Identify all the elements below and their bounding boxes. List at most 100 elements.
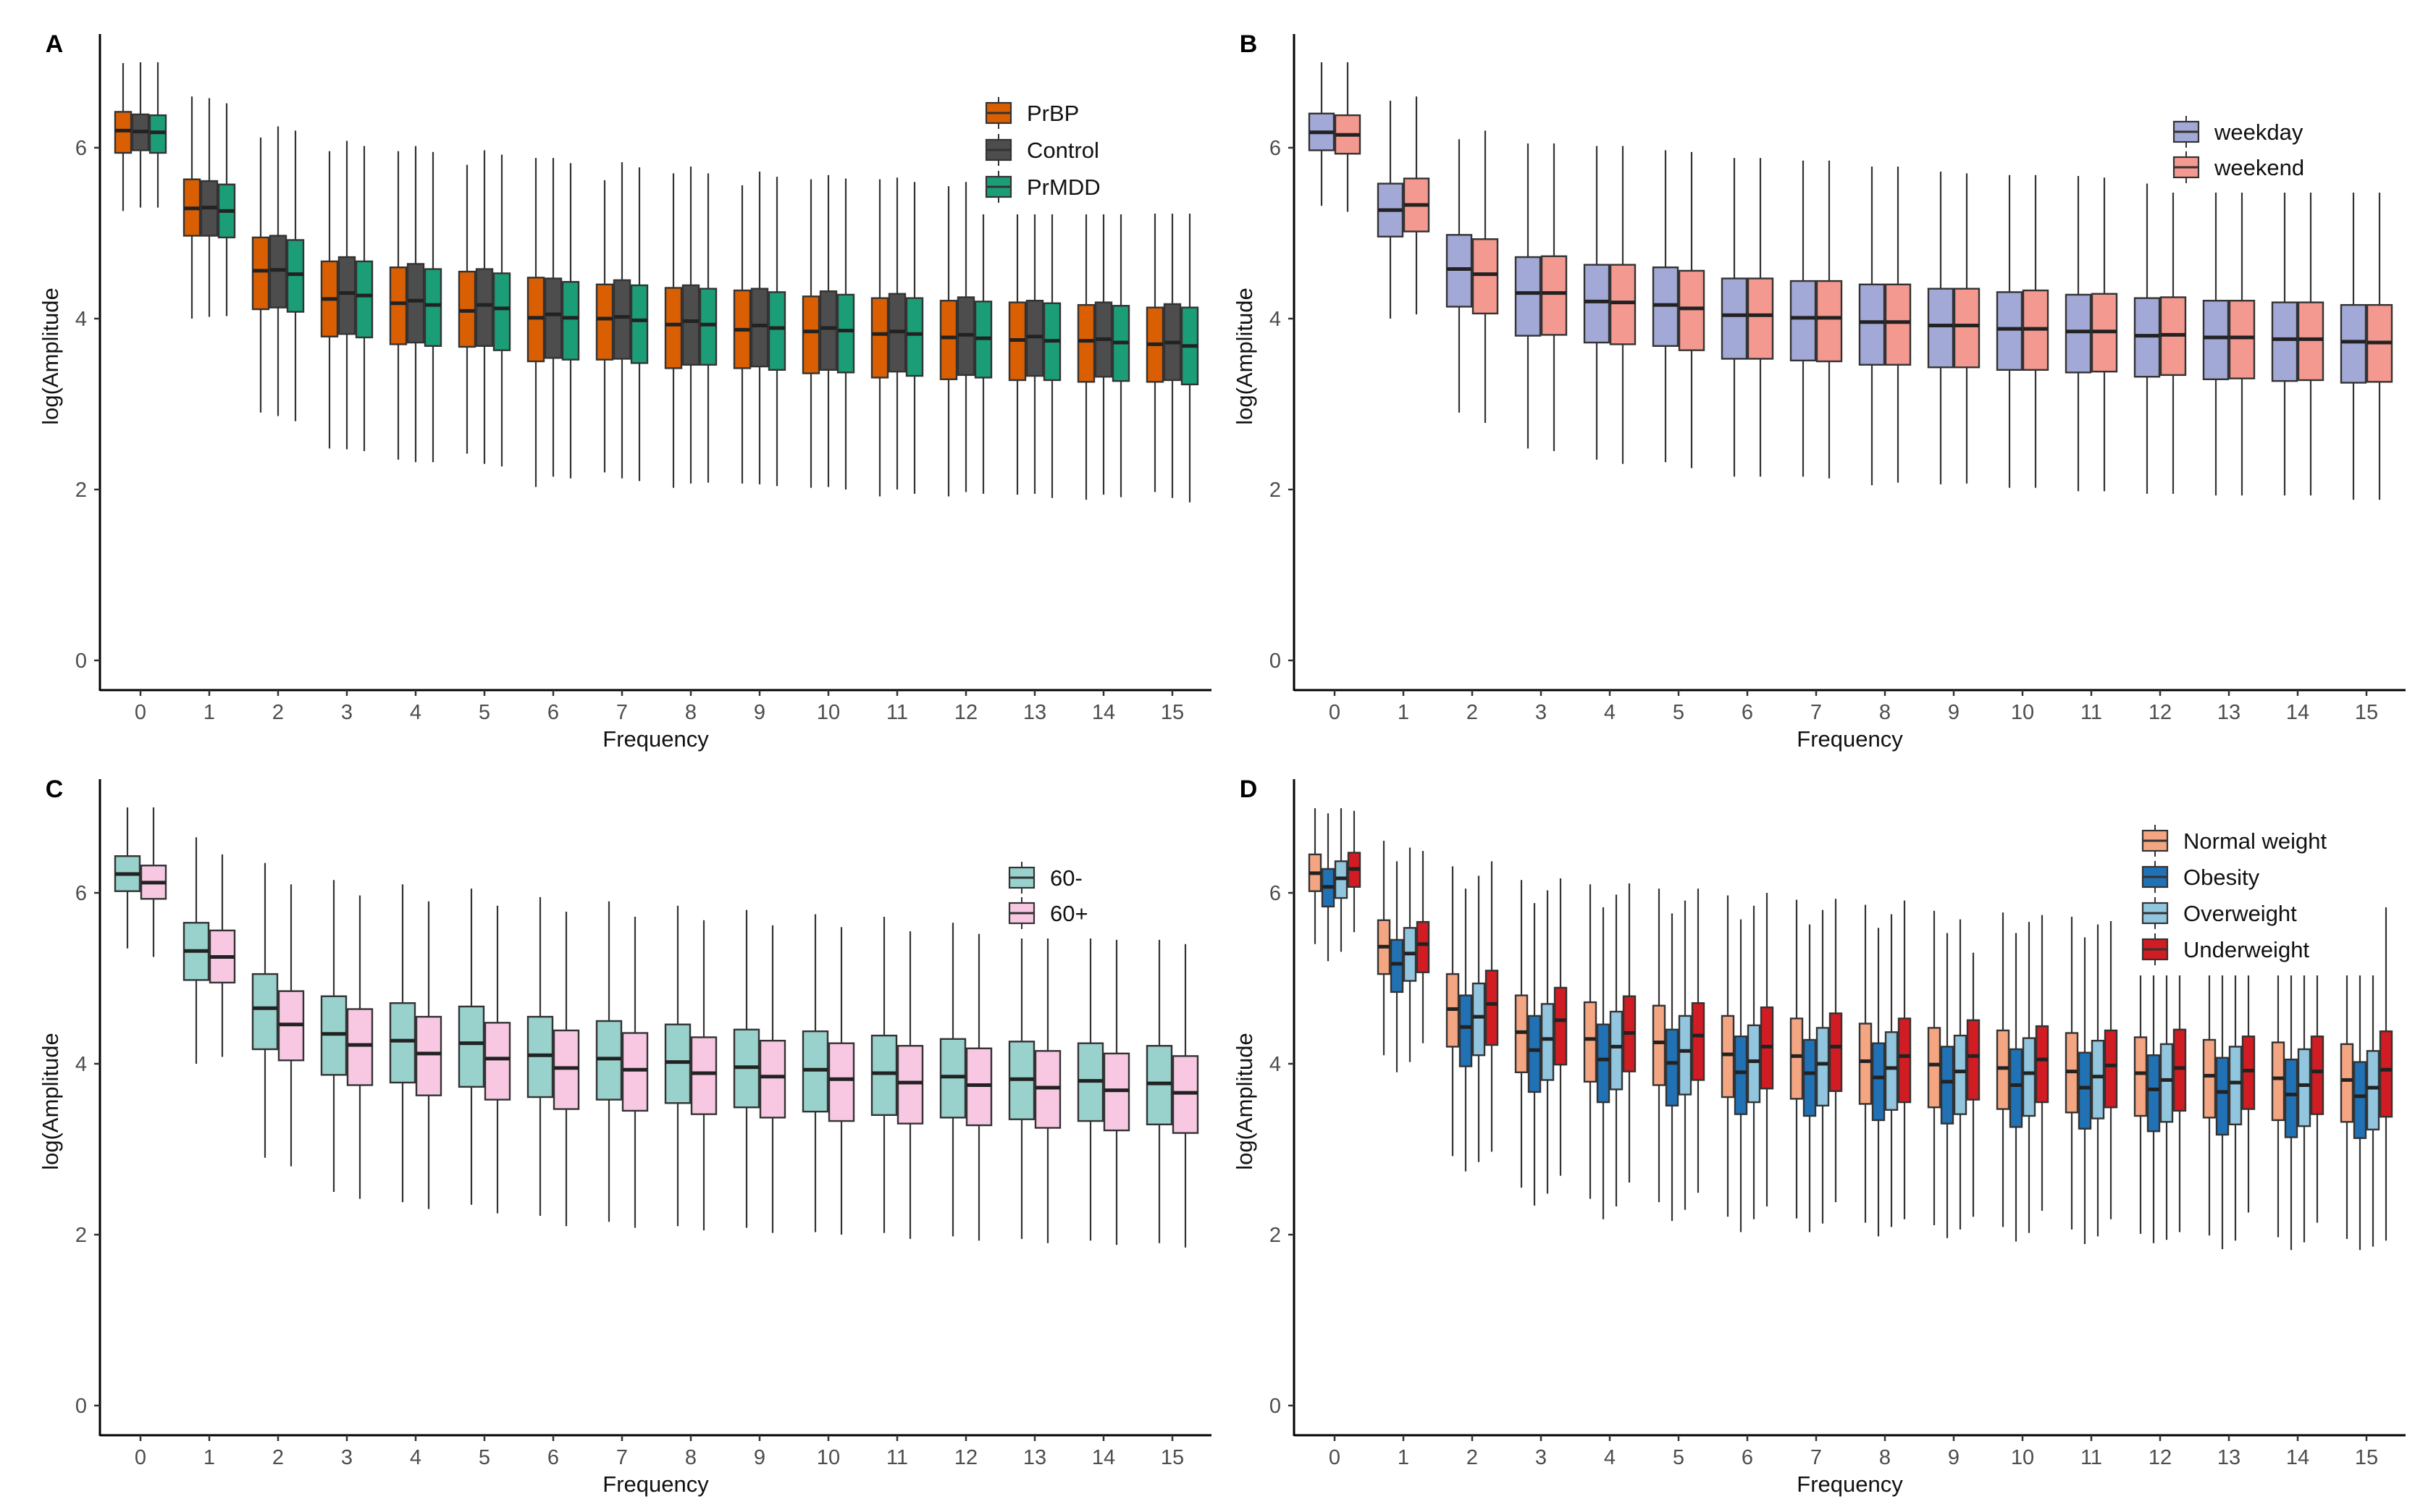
x-axis-label: Frequency bbox=[602, 726, 709, 752]
box bbox=[2340, 952, 2354, 1239]
box-iqr bbox=[1583, 264, 1610, 344]
y-tick-label: 0 bbox=[1269, 1395, 1281, 1418]
y-tick-label: 2 bbox=[1269, 1224, 1281, 1247]
box bbox=[1996, 912, 2010, 1227]
y-tick-label: 6 bbox=[75, 882, 87, 905]
box bbox=[1163, 188, 1182, 498]
series-control bbox=[131, 62, 1182, 498]
box-iqr bbox=[1789, 280, 1817, 362]
x-tick-label: 7 bbox=[616, 701, 628, 724]
box-iqr bbox=[2146, 1054, 2161, 1133]
y-tick-label: 6 bbox=[1269, 882, 1281, 905]
box-iqr bbox=[1514, 256, 1542, 337]
legend-background bbox=[2167, 110, 2406, 193]
legend-label: weekend bbox=[2214, 155, 2304, 180]
box bbox=[2366, 934, 2380, 1247]
series-normal-weight bbox=[1308, 808, 2354, 1239]
box bbox=[2228, 188, 2256, 496]
box-iqr bbox=[2104, 1029, 2118, 1109]
box bbox=[131, 62, 150, 208]
box-iqr bbox=[1884, 283, 1912, 366]
box bbox=[2215, 952, 2230, 1250]
series-prmdd bbox=[148, 62, 1199, 503]
box-iqr bbox=[1471, 238, 1499, 315]
box bbox=[2065, 917, 2079, 1230]
box bbox=[1403, 96, 1430, 315]
legend-label: weekday bbox=[2214, 119, 2303, 145]
x-tick-label: 7 bbox=[1810, 1446, 1822, 1469]
x-tick-label: 1 bbox=[203, 1446, 215, 1469]
box bbox=[1966, 952, 1981, 1217]
x-tick-label: 6 bbox=[1742, 701, 1753, 724]
box-iqr bbox=[346, 1008, 374, 1086]
x-tick-label: 14 bbox=[2286, 1446, 2309, 1469]
legend-label: Control bbox=[1027, 138, 1099, 163]
box bbox=[1146, 939, 1173, 1243]
box bbox=[1665, 913, 1679, 1222]
box bbox=[1043, 214, 1062, 498]
box-iqr bbox=[2091, 1039, 2105, 1120]
box-iqr bbox=[2065, 293, 2092, 374]
x-tick-label: 3 bbox=[1535, 701, 1547, 724]
x-tick-label: 2 bbox=[1466, 701, 1478, 724]
box bbox=[2022, 175, 2049, 488]
box bbox=[2202, 952, 2217, 1236]
box-iqr bbox=[690, 1036, 718, 1115]
box bbox=[1377, 101, 1404, 319]
panel-label: D bbox=[1240, 776, 1258, 803]
box bbox=[1308, 808, 1322, 944]
box bbox=[733, 185, 752, 484]
box-iqr bbox=[1871, 1042, 1886, 1122]
box-iqr bbox=[458, 1005, 485, 1088]
box-iqr bbox=[750, 287, 769, 368]
x-tick-label: 0 bbox=[1329, 1446, 1340, 1469]
box bbox=[1897, 900, 1912, 1219]
legend-key bbox=[1008, 897, 1036, 929]
x-tick-label: 5 bbox=[479, 1446, 490, 1469]
legend-background bbox=[2135, 819, 2374, 975]
box bbox=[1747, 905, 1761, 1219]
x-tick-label: 9 bbox=[1948, 701, 1960, 724]
box bbox=[1403, 847, 1417, 1062]
box-iqr bbox=[561, 281, 580, 361]
box bbox=[1445, 139, 1473, 413]
box-iqr bbox=[2035, 1025, 2049, 1104]
box bbox=[1180, 190, 1199, 503]
box bbox=[182, 837, 210, 1064]
box-iqr bbox=[828, 1042, 855, 1122]
x-tick-label: 11 bbox=[2080, 701, 2102, 724]
box bbox=[561, 163, 580, 479]
series-weekend bbox=[1334, 62, 2393, 500]
box bbox=[957, 182, 975, 492]
legend: 60-60+ bbox=[1002, 856, 1241, 938]
box bbox=[2340, 190, 2367, 500]
box-iqr bbox=[1802, 1038, 1817, 1117]
y-tick-label: 4 bbox=[75, 1053, 87, 1076]
box-iqr bbox=[1734, 1036, 1748, 1115]
box-iqr bbox=[2353, 1061, 2367, 1139]
box bbox=[1321, 813, 1335, 962]
box-iqr bbox=[802, 295, 820, 374]
box-iqr bbox=[2340, 303, 2367, 384]
box-iqr bbox=[337, 256, 356, 335]
series-overweight bbox=[1334, 808, 2380, 1247]
box-iqr bbox=[630, 284, 649, 364]
box-iqr bbox=[475, 268, 494, 347]
box-iqr bbox=[2241, 1036, 2256, 1110]
box-iqr bbox=[1652, 1004, 1666, 1086]
legend-label: 60- bbox=[1050, 865, 1083, 891]
box bbox=[2310, 952, 2324, 1223]
box bbox=[939, 186, 958, 497]
box-iqr bbox=[1609, 1010, 1624, 1091]
legend-key bbox=[2172, 116, 2200, 148]
y-tick-label: 6 bbox=[75, 137, 87, 160]
box bbox=[1471, 130, 1499, 423]
box-iqr bbox=[1927, 287, 1954, 369]
x-tick-label: 10 bbox=[817, 1446, 840, 1469]
series-60- bbox=[114, 807, 1173, 1243]
box bbox=[1146, 194, 1164, 492]
legend-key bbox=[985, 171, 1012, 203]
box bbox=[2228, 952, 2243, 1241]
box bbox=[1583, 146, 1610, 460]
box bbox=[802, 914, 829, 1232]
